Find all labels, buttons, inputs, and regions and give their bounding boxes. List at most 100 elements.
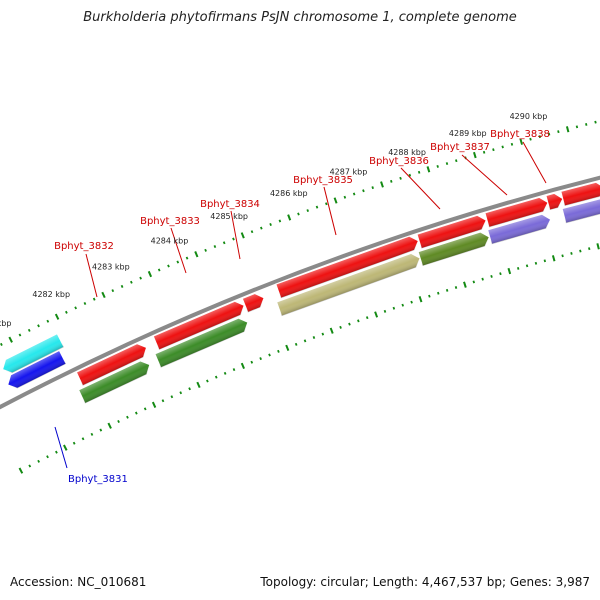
feature-cds-3833-shade [153,301,245,350]
tick-outer [312,335,316,339]
tick-inner [417,170,421,174]
kbp-label: 4283 kbp [92,262,130,271]
tick-inner [120,284,124,288]
feature-gene-3831 [1,333,65,374]
gene-label: Bphyt_3831 [68,474,128,485]
tick-outer [596,243,600,250]
tick-outer [55,450,58,454]
tick-inner [147,270,153,278]
feature-cds-3832-shade [76,343,147,386]
tick-inner [529,137,532,141]
tick-outer [357,319,360,323]
tick-inner [575,125,579,129]
tick-outer [507,267,512,275]
tick-inner [306,209,310,213]
tick-inner [157,268,161,272]
label-leader-line [400,167,441,210]
tick-outer [348,322,351,326]
tick-outer [206,379,209,383]
tick-outer [588,247,591,251]
tick-outer [525,264,529,268]
tick-inner [65,310,68,314]
tick-outer [339,325,342,329]
kbp-label: 4281 kbp [0,319,11,328]
tick-outer [499,272,502,276]
tick-outer [454,286,458,289]
tick-outer [294,342,298,346]
tick-inner [333,197,338,204]
tick-outer [259,357,262,361]
tick-inner [390,179,393,183]
tick-outer [285,344,290,352]
tick-outer [516,266,520,270]
tick-inner [139,276,142,280]
tick-outer [214,375,218,379]
tick-outer [196,381,201,389]
gene-label: Bphyt_3837 [430,142,490,153]
label-leader-line [230,210,241,260]
tick-layer [0,120,600,474]
tick-inner [8,336,13,343]
tick-outer [81,437,85,441]
feature-cds-3839 [560,181,600,207]
tick-inner [240,232,245,239]
feature-cds-3837 [484,196,549,228]
kbp-label: 4287 kbp [330,168,368,177]
feature-gene-3832 [77,360,151,405]
tick-inner [352,192,356,196]
kbp-label: 4290 kbp [510,112,548,121]
feature-cds-3832 [75,343,148,387]
tick-inner [585,123,588,126]
tick-inner [92,297,96,301]
tick-inner [74,306,78,310]
tick-inner [297,212,300,216]
gene-label: Bphyt_3835 [293,175,353,186]
kbp-label: 4289 kbp [449,129,487,138]
tick-outer [543,259,547,263]
label-leader-line [461,154,508,196]
tick-outer [99,428,103,432]
feature-cds-3831 [7,349,67,389]
tick-outer [418,296,423,303]
backbone-layer [0,175,600,410]
feature-cds-3838-shade [545,193,563,211]
feature-cds-3836-shade [416,215,487,249]
tick-outer [28,464,32,468]
tick-outer [277,349,280,353]
tick-inner [594,120,597,124]
tick-outer [445,288,449,292]
tick-outer [561,254,564,258]
tick-inner [278,219,282,223]
accession-text: Accession: NC_010681 [10,575,147,589]
genome-stats-text: Topology: circular; Length: 4,467,537 bp… [260,575,590,589]
tick-inner [343,195,347,199]
tick-inner [565,126,570,133]
feature-cds-3834-shade [242,293,265,313]
tick-inner [455,159,458,163]
tick-inner [232,237,235,241]
tick-outer [63,444,68,451]
tick-inner [408,173,412,177]
tick-outer [437,291,440,295]
tick-inner [510,142,514,146]
tick-outer [232,368,236,372]
label-leader-line [85,253,98,298]
tick-outer [303,339,307,343]
tick-inner [325,202,328,206]
tick-outer [143,407,147,411]
tick-inner [501,145,504,149]
tick-inner [445,162,449,165]
tick-inner [557,130,560,134]
tick-outer [321,332,325,336]
kbp-label: 4286 kbp [270,189,308,198]
feature-cds-3835 [275,235,420,299]
tick-outer [107,422,112,429]
feature-gene-3835-shade [276,253,421,317]
tick-inner [176,260,180,264]
tick-outer [37,459,41,463]
tick-outer [365,316,369,320]
tick-outer [90,432,94,436]
tick-outer [46,455,49,459]
label-layer: 4281 kbp 4282 kbp 4283 kbp 4284 kbp 4285 kbp… [0,112,550,485]
kbp-label: 4284 kbp [151,237,189,246]
